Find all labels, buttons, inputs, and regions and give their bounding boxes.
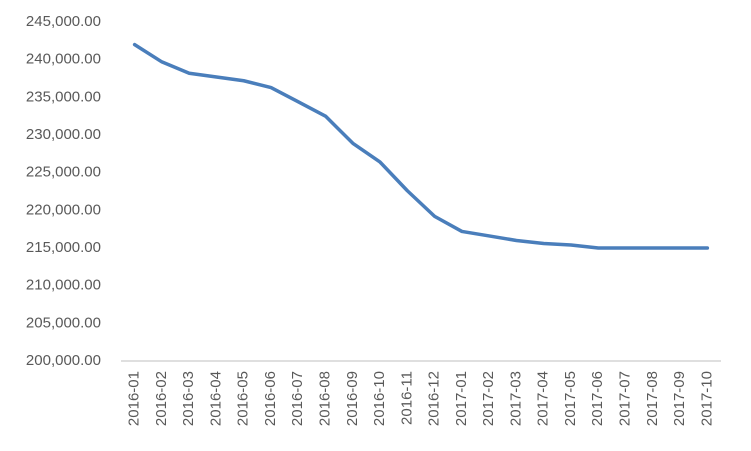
x-tick-label: 2016-03 bbox=[180, 371, 197, 426]
y-tick-label: 235,000.00 bbox=[26, 88, 101, 105]
x-tick-label: 2016-10 bbox=[371, 371, 388, 426]
x-tick-label: 2017-08 bbox=[644, 371, 661, 426]
y-tick-label: 200,000.00 bbox=[26, 352, 101, 369]
y-tick-label: 210,000.00 bbox=[26, 277, 101, 294]
y-tick-label: 230,000.00 bbox=[26, 126, 101, 143]
data-line bbox=[132, 42, 710, 250]
x-tick-label: 2016-05 bbox=[235, 371, 252, 426]
x-tick-label: 2016-04 bbox=[207, 371, 224, 426]
x-tick-label: 2016-01 bbox=[126, 371, 143, 426]
x-tick-label: 2017-03 bbox=[507, 371, 524, 426]
x-tick-label: 2017-01 bbox=[453, 371, 470, 426]
x-tick-label: 2016-07 bbox=[289, 371, 306, 426]
y-tick-label: 215,000.00 bbox=[26, 239, 101, 256]
x-tick-label: 2017-07 bbox=[617, 371, 634, 426]
x-tick-label: 2016-08 bbox=[317, 371, 334, 426]
x-tick-label: 2016-11 bbox=[398, 371, 415, 425]
x-tick-label: 2017-02 bbox=[480, 371, 497, 426]
x-tick-label: 2017-06 bbox=[589, 371, 606, 426]
x-tick-label: 2016-02 bbox=[153, 371, 170, 426]
y-tick-label: 245,000.00 bbox=[26, 13, 101, 30]
x-tick-label: 2017-10 bbox=[698, 371, 715, 426]
y-tick-label: 225,000.00 bbox=[26, 164, 101, 181]
x-tick-label: 2016-12 bbox=[426, 371, 443, 426]
x-tick-label: 2016-06 bbox=[262, 371, 279, 426]
y-tick-label: 220,000.00 bbox=[26, 201, 101, 218]
y-tick-label: 205,000.00 bbox=[26, 314, 101, 331]
x-tick-label: 2017-05 bbox=[562, 371, 579, 426]
x-tick-label: 2017-09 bbox=[671, 371, 688, 426]
x-tick-label: 2016-09 bbox=[344, 371, 361, 426]
y-tick-label: 240,000.00 bbox=[26, 51, 101, 68]
x-tick-label: 2017-04 bbox=[535, 371, 552, 426]
